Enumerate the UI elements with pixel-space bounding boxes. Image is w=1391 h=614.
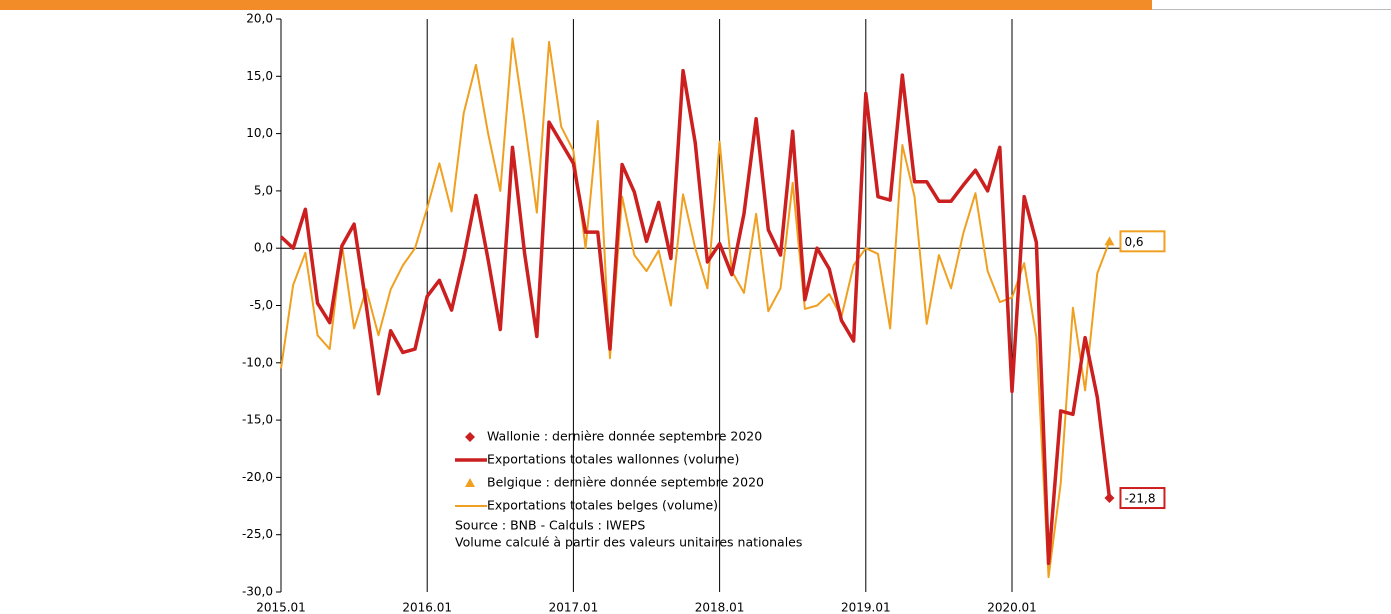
note: Volume calculé à partir des valeurs unit… [455,535,802,550]
y-tick-label: -20,0 [242,470,273,484]
diamond-marker [1104,493,1115,504]
x-tick-label: 2017.01 [549,601,599,614]
series-line [279,68,1112,566]
y-tick-label: -10,0 [242,355,273,369]
value-label: -21,8 [1124,492,1155,506]
series-line [280,37,1111,579]
value-label-box [1119,230,1166,253]
y-tick-label: -5,0 [250,298,273,312]
legend-label: Belgique : dernière donnée septembre 202… [487,475,764,490]
x-tick-label: 2016.01 [402,601,452,614]
legend-label: Exportations totales belges (volume) [487,498,718,513]
y-tick-label: -15,0 [242,413,273,427]
y-tick-label: 10,0 [246,126,273,140]
y-tick-label: 20,0 [246,12,273,26]
header-bar [0,0,1152,10]
y-tick-label: -25,0 [242,527,273,541]
x-tick-label: 2018.01 [695,601,745,614]
y-tick-label: 0,0 [254,241,273,255]
y-tick-label: 5,0 [254,183,273,197]
triangle-marker [1104,236,1115,246]
value-label: 0,6 [1124,235,1143,249]
x-tick-label: 2020.01 [987,601,1037,614]
value-label-box [1119,487,1166,510]
legend-label: Wallonie : dernière donnée septembre 202… [487,429,762,444]
y-tick-label: 15,0 [246,69,273,83]
x-tick-label: 2015.01 [256,601,306,614]
note: Source : BNB - Calculs : IWEPS [455,518,645,533]
triangle-marker [465,478,475,487]
diamond-marker [465,432,475,442]
x-tick-label: 2019.01 [841,601,891,614]
legend-label: Exportations totales wallonnes (volume) [487,452,739,467]
y-tick-label: -30,0 [242,585,273,599]
